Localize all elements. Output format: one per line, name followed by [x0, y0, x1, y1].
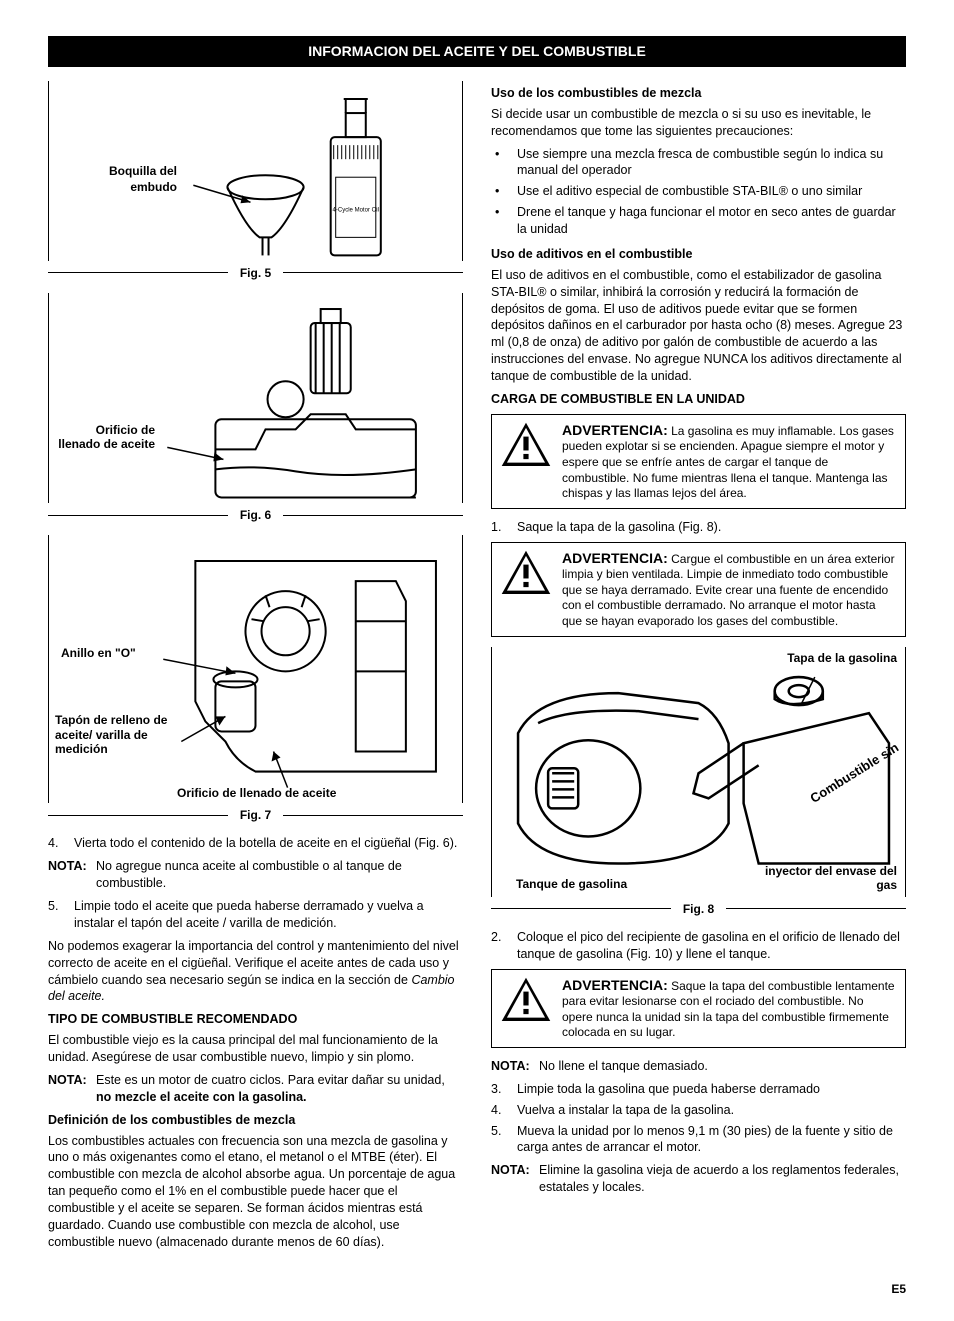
bullet-text: Use siempre una mezcla fresca de combust…	[517, 146, 906, 180]
right-bullets: Use siempre una mezcla fresca de combust…	[491, 146, 906, 238]
left-column: Boquilla del embudo	[48, 81, 463, 1257]
note-text: Elimine la gasolina vieja de acuerdo a l…	[539, 1162, 906, 1196]
left-para-1: No podemos exagerar la importancia del c…	[48, 938, 463, 1006]
figure-7: Anillo en "O" Tapón de relleno de aceite…	[48, 535, 463, 803]
note-label: NOTA:	[491, 1058, 539, 1075]
warning-box-1: ADVERTENCIA: La gasolina es muy inflamab…	[491, 414, 906, 509]
note-text: No agregue nunca aceite al combustible o…	[96, 858, 463, 892]
right-note-4: NOTA: Elimine la gasolina vieja de acuer…	[491, 1162, 906, 1196]
warning-box-2: ADVERTENCIA: Cargue el combustible en un…	[491, 542, 906, 637]
warning-icon	[500, 549, 552, 601]
right-head-2: Uso de aditivos en el combustible	[491, 246, 906, 263]
step-number: 4.	[48, 835, 74, 852]
left-note-1: NOTA: No agregue nunca aceite al combust…	[48, 858, 463, 892]
left-steps-2: 5.Limpie todo el aceite que pueda habers…	[48, 898, 463, 932]
step-text: Vuelva a instalar la tapa de la gasolina…	[517, 1102, 734, 1119]
warning-label: ADVERTENCIA:	[562, 550, 668, 566]
svg-text:4-Cycle Motor Oil: 4-Cycle Motor Oil	[333, 207, 379, 213]
warning-icon	[500, 976, 552, 1028]
step-number: 5.	[48, 898, 74, 932]
step-text: Mueva la unidad por lo menos 9,1 m (30 p…	[517, 1123, 906, 1157]
page-number: E5	[48, 1281, 906, 1297]
fig7-callout-b: Tapón de relleno de aceite/ varilla de m…	[55, 713, 173, 756]
right-para-1: Si decide usar un combustible de mezcla …	[491, 106, 906, 140]
step-number: 4.	[491, 1102, 517, 1119]
warning-label: ADVERTENCIA:	[562, 422, 668, 438]
left-note-2: NOTA: Este es un motor de cuatro ciclos.…	[48, 1072, 463, 1106]
note-label: NOTA:	[48, 1072, 96, 1106]
left-para-2: El combustible viejo es la causa princip…	[48, 1032, 463, 1066]
left-para-3: Los combustibles actuales con frecuencia…	[48, 1133, 463, 1251]
note-text: No llene el tanque demasiado.	[539, 1058, 708, 1075]
bullet-text: Drene el tanque y haga funcionar el moto…	[517, 204, 906, 238]
left-head-1: TIPO DE COMBUSTIBLE RECOMENDADO	[48, 1011, 463, 1028]
fig7-callout-a: Anillo en "O"	[61, 645, 136, 661]
fig8-callout-a: Tapa de la gasolina	[787, 651, 897, 665]
step-text: Limpie toda la gasolina que pueda habers…	[517, 1081, 820, 1098]
step-number: 5.	[491, 1123, 517, 1157]
right-column: Uso de los combustibles de mezcla Si dec…	[491, 81, 906, 1257]
note-text: Este es un motor de cuatro ciclos. Para …	[96, 1072, 463, 1106]
step-text: Saque la tapa de la gasolina (Fig. 8).	[517, 519, 721, 536]
svg-text:Combustible sin plomo: Combustible sin plomo	[807, 716, 899, 805]
fig6-svg	[55, 299, 456, 510]
right-para-2: El uso de aditivos en el combustible, co…	[491, 267, 906, 385]
step-number: 1.	[491, 519, 517, 536]
left-head-2: Definición de los combustibles de mezcla	[48, 1112, 463, 1129]
fig8-callout-d: inyector del envase del gas	[747, 864, 897, 893]
right-head-1: Uso de los combustibles de mezcla	[491, 85, 906, 102]
warning-label: ADVERTENCIA:	[562, 977, 668, 993]
fig7-callout-c: Orificio de llenado de aceite	[177, 785, 336, 801]
step-text: Limpie todo el aceite que pueda haberse …	[74, 898, 463, 932]
note-label: NOTA:	[48, 858, 96, 892]
step-text: Coloque el pico del recipiente de gasoli…	[517, 929, 906, 963]
right-steps-3: 3.Limpie toda la gasolina que pueda habe…	[491, 1081, 906, 1157]
step-number: 3.	[491, 1081, 517, 1098]
section-header: INFORMACION DEL ACEITE Y DEL COMBUSTIBLE	[48, 36, 906, 67]
fig7-svg	[55, 541, 456, 810]
warning-box-3: ADVERTENCIA: Saque la tapa del combustib…	[491, 969, 906, 1048]
fig8-callout-c: Tanque de gasolina	[516, 876, 627, 892]
step-text: Vierta todo el contenido de la botella d…	[74, 835, 457, 852]
right-note-3: NOTA: No llene el tanque demasiado.	[491, 1058, 906, 1075]
bullet-text: Use el aditivo especial de combustible S…	[517, 183, 862, 200]
right-steps-1: 1.Saque la tapa de la gasolina (Fig. 8).	[491, 519, 906, 536]
fig5-callout: Boquilla del embudo	[87, 163, 177, 195]
figure-5: Boquilla del embudo	[48, 81, 463, 261]
note-label: NOTA:	[491, 1162, 539, 1196]
figure-6: Orificio de llenado de aceite	[48, 293, 463, 503]
figure-8: Tapa de la gasolina Tanque de gasolina i…	[491, 647, 906, 897]
fig6-callout: Orificio de llenado de aceite	[55, 423, 155, 452]
warning-icon	[500, 421, 552, 473]
right-steps-2: 2.Coloque el pico del recipiente de gaso…	[491, 929, 906, 963]
right-head-3: CARGA DE COMBUSTIBLE EN LA UNIDAD	[491, 391, 906, 408]
left-steps-1: 4.Vierta todo el contenido de la botella…	[48, 835, 463, 852]
step-number: 2.	[491, 929, 517, 963]
